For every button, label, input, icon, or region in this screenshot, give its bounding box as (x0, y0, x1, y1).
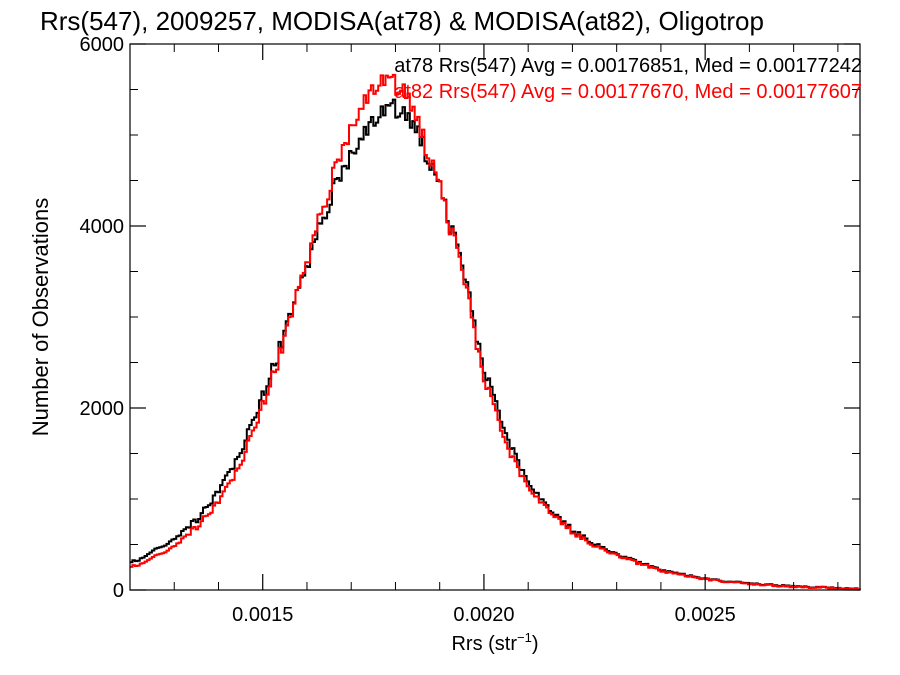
x-axis-label-superscript: −1 (517, 630, 532, 645)
y-tick-label: 0 (113, 580, 124, 602)
x-tick-label: 0.0020 (453, 604, 514, 626)
series-group (130, 73, 861, 591)
chart-title: Rrs(547), 2009257, MODISA(at78) & MODISA… (40, 6, 764, 36)
series-line-0 (130, 98, 861, 591)
x-tick-label: 0.0015 (232, 604, 293, 626)
legend-entry-at82: at82 Rrs(547) Avg = 0.00177670, Med = 0.… (394, 81, 862, 103)
x-axis-label: Rrs (str−1) (451, 630, 538, 655)
x-tick-label: 0.0025 (675, 604, 736, 626)
y-tick-label: 6000 (80, 34, 125, 56)
plot-frame (129, 43, 861, 591)
series-line-1 (130, 73, 861, 591)
y-tick-label: 4000 (80, 216, 125, 238)
y-axis-label: Number of Observations (28, 198, 53, 436)
x-axis-label-close: ) (532, 633, 539, 655)
y-tick-label: 2000 (80, 398, 125, 420)
x-axis-label-main: Rrs (str (451, 633, 517, 655)
legend-entry-at78: at78 Rrs(547) Avg = 0.00176851, Med = 0.… (394, 55, 862, 77)
axis-ticks: 0.0015 0.0020 0.0025 0 2000 4000 6000 (80, 34, 860, 626)
